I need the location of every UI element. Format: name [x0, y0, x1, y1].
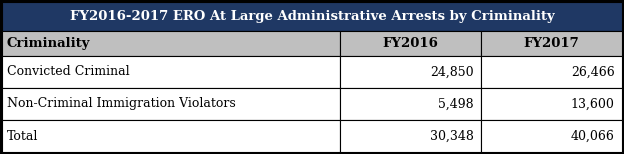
Bar: [340, 31, 481, 56]
Text: Criminality: Criminality: [7, 37, 90, 50]
Bar: [2, 31, 340, 56]
Text: 30,348: 30,348: [430, 130, 474, 142]
Text: FY2017: FY2017: [524, 37, 580, 50]
Text: 13,600: 13,600: [570, 97, 615, 111]
Text: 5,498: 5,498: [438, 97, 474, 111]
Text: 26,466: 26,466: [571, 65, 615, 79]
Text: Convicted Criminal: Convicted Criminal: [7, 65, 130, 79]
Bar: [481, 88, 622, 120]
Bar: [340, 88, 481, 120]
Bar: [481, 56, 622, 88]
Bar: [340, 120, 481, 152]
Text: Total: Total: [7, 130, 38, 142]
Bar: [2, 56, 340, 88]
Text: 24,850: 24,850: [430, 65, 474, 79]
Bar: [2, 2, 622, 31]
Bar: [2, 88, 340, 120]
Text: Non-Criminal Immigration Violators: Non-Criminal Immigration Violators: [7, 97, 236, 111]
Bar: [481, 31, 622, 56]
Bar: [2, 120, 340, 152]
Bar: [340, 56, 481, 88]
Text: FY2016-2017 ERO At Large Administrative Arrests by Criminality: FY2016-2017 ERO At Large Administrative …: [70, 10, 554, 23]
Bar: [481, 120, 622, 152]
Text: FY2016: FY2016: [383, 37, 439, 50]
Text: 40,066: 40,066: [570, 130, 615, 142]
